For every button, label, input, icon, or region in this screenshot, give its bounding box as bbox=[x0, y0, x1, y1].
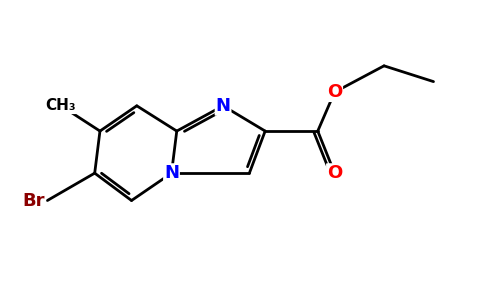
Text: O: O bbox=[327, 164, 342, 182]
Text: O: O bbox=[327, 83, 342, 101]
Text: N: N bbox=[164, 164, 179, 182]
Text: Br: Br bbox=[23, 191, 45, 209]
Text: CH₃: CH₃ bbox=[45, 98, 76, 113]
Text: N: N bbox=[215, 97, 230, 115]
